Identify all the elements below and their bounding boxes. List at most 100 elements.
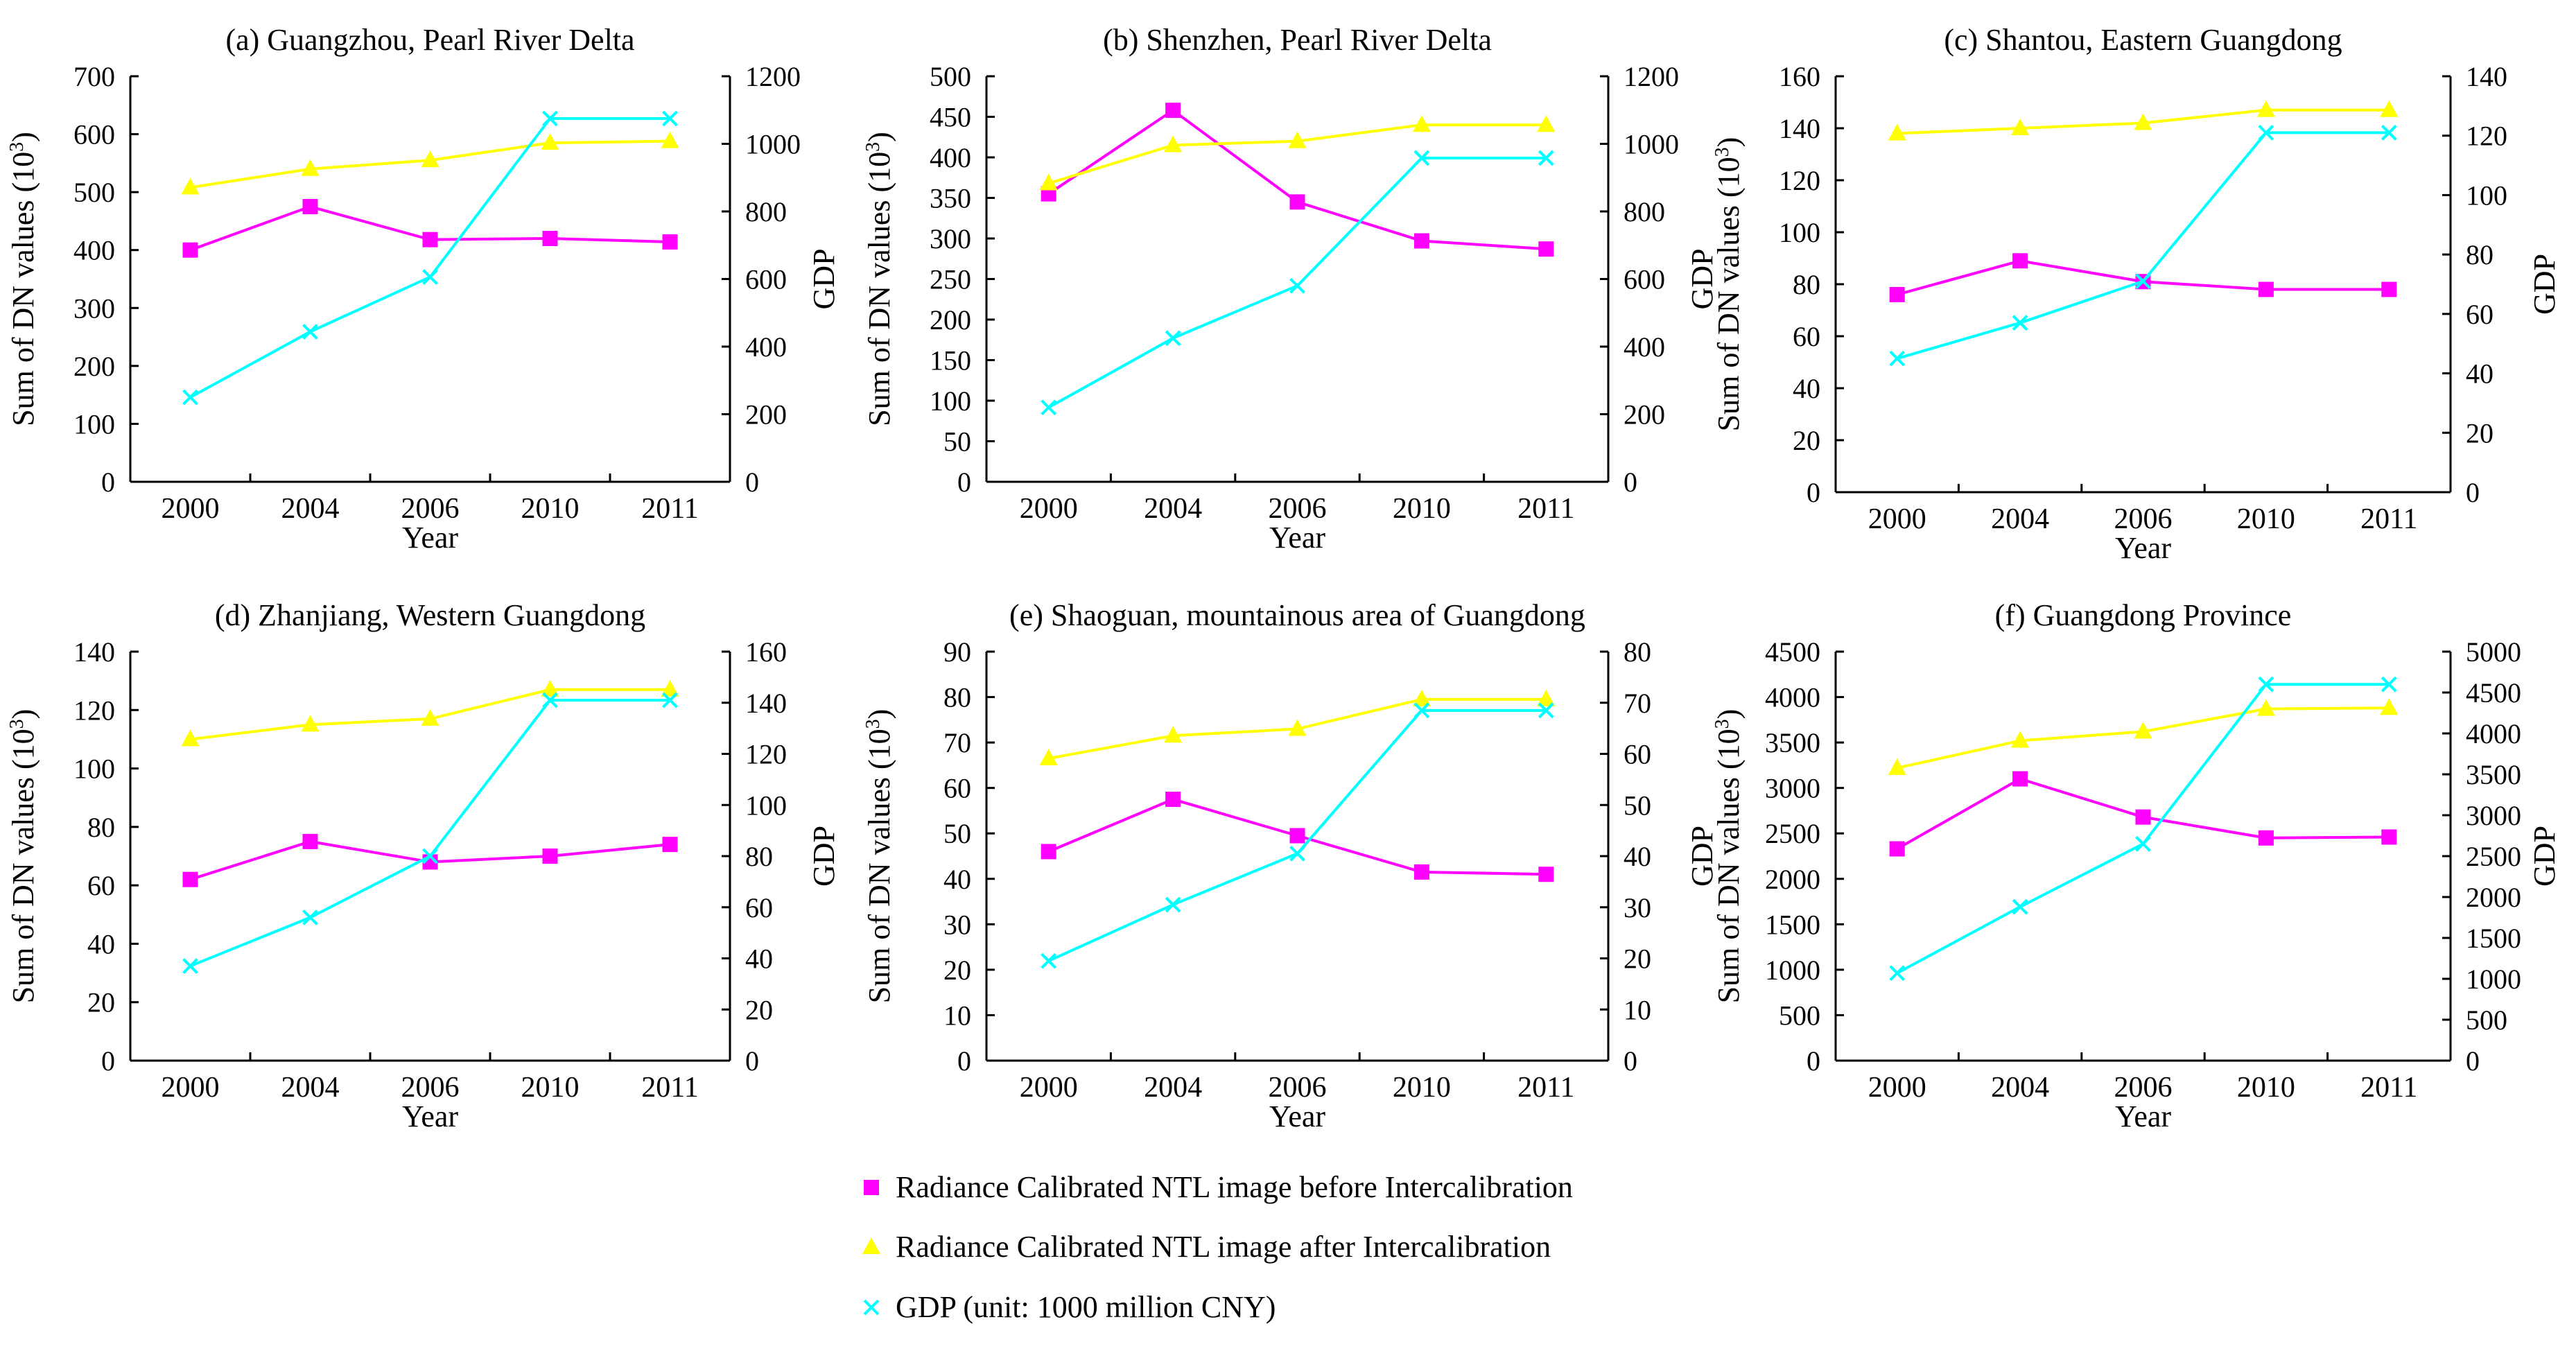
- x-tick-label: 2004: [281, 493, 340, 525]
- y-tick-label-right: 0: [2466, 477, 2480, 508]
- data-point-square: [1413, 864, 1429, 880]
- y-tick-label-left: 20: [943, 955, 971, 986]
- y-tick-label-right: 20: [745, 994, 773, 1025]
- y-axis-label-close: ): [1712, 137, 1746, 148]
- data-point-triangle: [1888, 758, 1906, 775]
- y-tick-label-left: 4000: [1765, 682, 1820, 713]
- data-point-triangle: [1288, 719, 1307, 736]
- y-tick-label-left: 200: [73, 351, 115, 382]
- series-line: [1047, 108, 1547, 251]
- y-tick-label-right: 80: [1624, 636, 1651, 668]
- legend-label: Radiance Calibrated NTL image after Inte…: [896, 1230, 1551, 1264]
- y-tick-label-right: 140: [745, 688, 787, 719]
- x-axis-label: Year: [1269, 521, 1325, 555]
- x-tick-label: 2011: [2360, 503, 2417, 535]
- y-tick-label-left: 20: [87, 987, 115, 1018]
- y-tick-label-left: 500: [930, 61, 971, 92]
- y-tick-label-right: 60: [1624, 739, 1651, 770]
- legend-label: GDP (unit: 1000 million CNY): [896, 1290, 1276, 1324]
- y-tick-label-left: 400: [73, 235, 115, 266]
- y-axis-label-left: Sum of DN values (103): [1712, 709, 1746, 1004]
- y-tick-label-left: 100: [1779, 217, 1820, 248]
- x-tick-label: 2011: [1517, 493, 1574, 525]
- y-tick-label-right: 20: [2466, 417, 2494, 449]
- y-tick-label-right: 600: [745, 264, 787, 295]
- chart-title: (c) Shantou, Eastern Guangdong: [1944, 23, 2342, 57]
- y-axis-label-right: GDP: [2527, 826, 2561, 887]
- data-point-square: [182, 871, 198, 887]
- y-tick-label-left: 0: [957, 467, 971, 498]
- data-point-triangle: [1039, 749, 1058, 766]
- data-point-square: [1413, 233, 1429, 249]
- data-point-x: [542, 692, 558, 708]
- y-axis-label-right: GDP: [807, 826, 841, 887]
- data-point-x: [182, 389, 198, 406]
- data-point-x: [1413, 150, 1430, 166]
- data-point-square: [1289, 194, 1305, 210]
- y-axis-label-left: Sum of DN values (103): [6, 709, 41, 1004]
- x-tick-label: 2000: [1868, 503, 1926, 535]
- data-point-x: [182, 958, 198, 974]
- chart-title: (d) Zhanjiang, Western Guangdong: [215, 598, 645, 632]
- data-point-square: [662, 837, 678, 853]
- x-tick-label: 2004: [281, 1072, 340, 1104]
- data-point-square: [2012, 771, 2028, 787]
- y-tick-label-left: 350: [930, 183, 971, 214]
- y-tick-label-left: 80: [87, 812, 115, 843]
- y-tick-label-right: 600: [1624, 264, 1665, 295]
- y-tick-label-right: 100: [2466, 180, 2507, 211]
- x-tick-label: 2010: [2237, 1072, 2295, 1104]
- data-point-x: [1165, 330, 1181, 347]
- y-tick-label-left: 0: [101, 467, 115, 498]
- data-point-x: [2012, 898, 2028, 915]
- y-tick-label-right: 4000: [2466, 718, 2521, 749]
- data-point-x: [1413, 702, 1430, 719]
- y-axis-label-close: ): [6, 709, 40, 720]
- y-axis-label-close: ): [1712, 709, 1746, 720]
- data-point-triangle: [2134, 722, 2152, 739]
- data-point-square: [662, 234, 678, 250]
- x-axis-label: Year: [2115, 531, 2171, 565]
- data-point-x: [1289, 277, 1305, 294]
- y-tick-label-left: 40: [1793, 373, 1820, 404]
- y-tick-label-right: 60: [2466, 299, 2494, 330]
- y-tick-label-left: 1500: [1765, 909, 1820, 940]
- data-point-triangle: [421, 150, 440, 168]
- x-tick-label: 2010: [521, 493, 580, 525]
- y-tick-label-left: 80: [943, 682, 971, 713]
- x-axis-label: Year: [402, 521, 458, 555]
- y-axis-label-text: Sum of DN values (10: [862, 152, 896, 426]
- data-point-x: [2381, 676, 2397, 693]
- y-tick-label-right: 1200: [1624, 61, 1679, 92]
- data-point-triangle: [301, 715, 320, 732]
- y-axis-label-superscript: 3: [862, 719, 884, 729]
- data-point-triangle: [1412, 115, 1431, 132]
- y-tick-label-right: 120: [745, 739, 787, 770]
- data-point-x: [422, 269, 438, 285]
- data-point-square: [1165, 792, 1181, 808]
- chart-title: (a) Guangzhou, Pearl River Delta: [225, 23, 634, 57]
- y-tick-label-right: 50: [1624, 790, 1651, 821]
- y-tick-label-left: 150: [930, 345, 971, 376]
- data-point-square: [1041, 844, 1056, 860]
- data-point-square: [2258, 830, 2274, 846]
- data-point-triangle: [1164, 726, 1183, 743]
- data-point-triangle: [2380, 698, 2399, 715]
- legend-marker-square: [864, 1180, 879, 1195]
- y-axis-label-superscript: 3: [862, 142, 884, 152]
- data-point-triangle: [181, 729, 200, 747]
- y-tick-label-right: 3500: [2466, 759, 2521, 790]
- data-point-triangle: [1537, 689, 1556, 706]
- data-point-x: [1889, 350, 1906, 367]
- data-point-triangle: [541, 133, 559, 150]
- y-tick-label-left: 3500: [1765, 727, 1820, 758]
- data-point-x: [662, 692, 678, 708]
- data-point-square: [1889, 841, 1905, 857]
- x-tick-label: 2011: [641, 493, 698, 525]
- x-tick-label: 2000: [162, 493, 220, 525]
- y-tick-label-right: 2500: [2466, 841, 2521, 872]
- x-axis-label: Year: [2115, 1099, 2171, 1133]
- data-point-x: [1041, 952, 1057, 969]
- x-tick-label: 2000: [162, 1072, 220, 1104]
